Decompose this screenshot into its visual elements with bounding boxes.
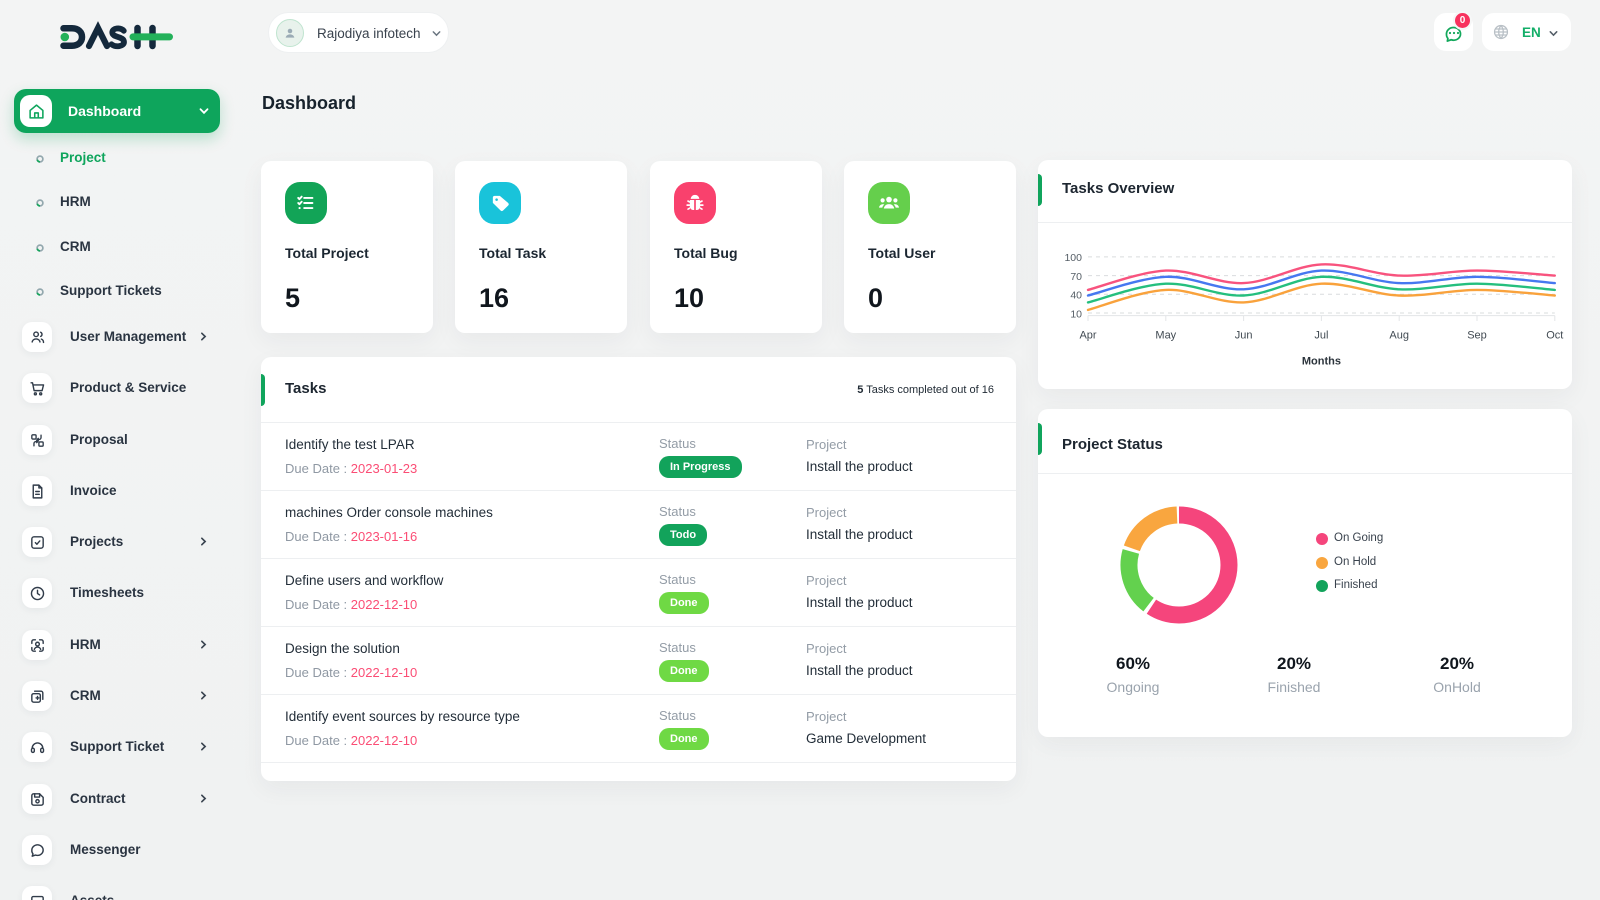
svg-text:Apr: Apr <box>1079 330 1096 342</box>
svg-text:Aug: Aug <box>1389 330 1409 342</box>
svg-text:Sep: Sep <box>1467 330 1487 342</box>
svg-text:Jul: Jul <box>1314 330 1328 342</box>
svg-text:Oct: Oct <box>1546 330 1563 342</box>
svg-text:70: 70 <box>1070 271 1082 283</box>
svg-text:Months: Months <box>1302 356 1341 368</box>
svg-text:10: 10 <box>1070 309 1082 321</box>
svg-text:40: 40 <box>1070 290 1082 302</box>
svg-text:Jun: Jun <box>1235 330 1253 342</box>
svg-text:May: May <box>1155 330 1176 342</box>
svg-text:100: 100 <box>1064 252 1082 264</box>
